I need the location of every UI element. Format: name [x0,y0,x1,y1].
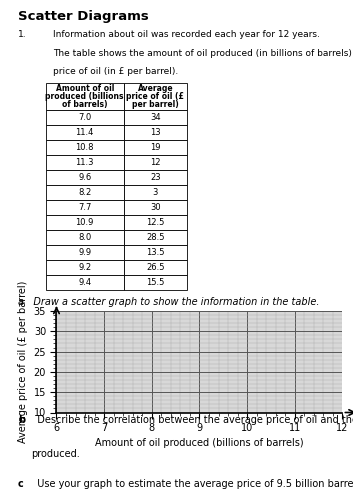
Text: Use your graph to estimate the average price of 9.5 billion barrels of oil: Use your graph to estimate the average p… [31,479,353,489]
Text: 28.5: 28.5 [146,233,164,242]
Text: Information about oil was recorded each year for 12 years.: Information about oil was recorded each … [53,30,319,39]
Text: The table shows the amount of oil produced (in billions of barrels) and the aver: The table shows the amount of oil produc… [53,49,353,58]
Text: produced (billions: produced (billions [46,92,124,101]
Text: 7.7: 7.7 [78,203,91,212]
Text: 15.5: 15.5 [146,278,164,287]
Text: 13: 13 [150,128,161,137]
Text: 12.5: 12.5 [146,218,164,227]
Text: 3: 3 [152,188,158,197]
Text: c: c [18,479,23,489]
Text: 9.6: 9.6 [78,173,91,182]
Text: a   Draw a scatter graph to show the information in the table.: a Draw a scatter graph to show the infor… [18,297,319,307]
Text: 8.0: 8.0 [78,233,91,242]
Text: 8.2: 8.2 [78,188,91,197]
Text: price of oil (£: price of oil (£ [126,92,184,101]
X-axis label: Amount of oil produced (billions of barrels): Amount of oil produced (billions of barr… [95,438,304,448]
Text: Describe the correlation between the average price of oil and the amount of oil: Describe the correlation between the ave… [31,415,353,425]
Text: Amount of oil: Amount of oil [55,84,114,93]
Text: 10.9: 10.9 [76,218,94,227]
Y-axis label: Average price of oil (£ per barrel): Average price of oil (£ per barrel) [18,280,28,443]
Text: 9.9: 9.9 [78,248,91,257]
Text: 23: 23 [150,173,161,182]
Text: 7.0: 7.0 [78,113,91,122]
Text: 11.4: 11.4 [76,128,94,137]
Text: b: b [18,415,25,425]
Text: price of oil (in £ per barrel).: price of oil (in £ per barrel). [53,68,178,76]
Text: 10.8: 10.8 [76,143,94,152]
Text: Average: Average [138,84,173,93]
Text: 9.2: 9.2 [78,263,91,272]
Text: 1.: 1. [18,30,26,39]
Text: of barrels): of barrels) [62,100,107,109]
Text: 34: 34 [150,113,161,122]
Text: 26.5: 26.5 [146,263,164,272]
Text: Scatter Diagrams: Scatter Diagrams [18,10,148,22]
Text: 9.4: 9.4 [78,278,91,287]
Text: 11.3: 11.3 [76,158,94,167]
Text: 13.5: 13.5 [146,248,164,257]
Text: produced.: produced. [31,448,79,458]
Text: 30: 30 [150,203,161,212]
Text: per barrel): per barrel) [132,100,179,109]
Text: 19: 19 [150,143,161,152]
Text: 12: 12 [150,158,161,167]
